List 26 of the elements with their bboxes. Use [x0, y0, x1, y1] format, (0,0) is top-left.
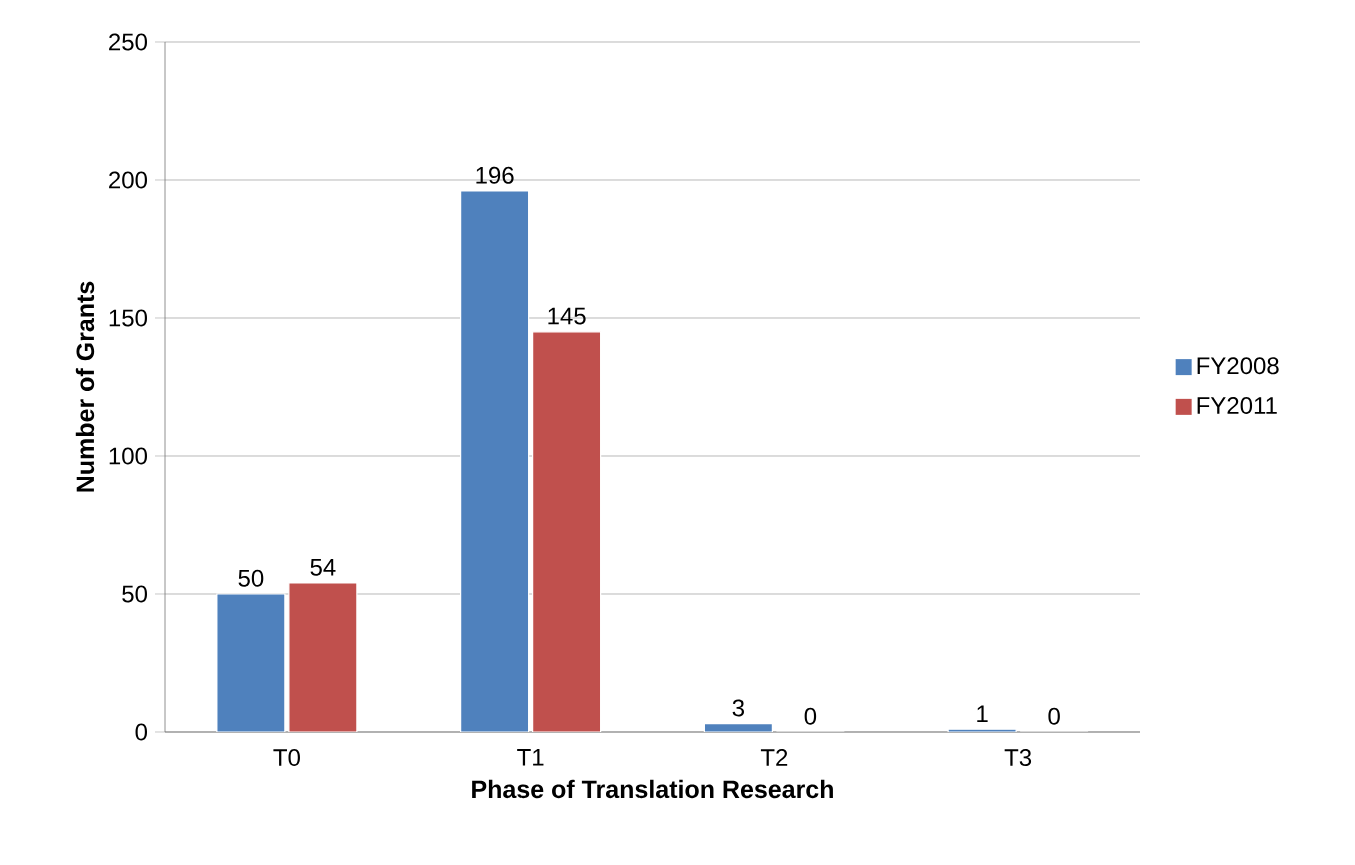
x-axis-title: Phase of Translation Research — [472, 779, 833, 799]
data-label: 0 — [804, 707, 817, 725]
data-label: 1 — [977, 705, 988, 722]
data-label: 0 — [1048, 707, 1060, 725]
bar — [288, 582, 358, 732]
legend-label: FY2008 — [1197, 357, 1279, 375]
data-label: 54 — [310, 558, 336, 576]
bar — [460, 190, 530, 732]
x-tick-label: T2 — [760, 749, 788, 766]
x-tick-label: T0 — [273, 749, 300, 767]
y-tick-label: 150 — [109, 309, 147, 327]
data-label: 50 — [238, 569, 264, 587]
x-tick-label: T1 — [517, 749, 544, 766]
data-label: 3 — [732, 699, 744, 717]
y-tick-label: 250 — [109, 33, 147, 51]
bar — [532, 331, 602, 732]
data-label: 145 — [548, 307, 586, 325]
data-label: 196 — [476, 166, 514, 184]
legend-label: FY2011 — [1197, 397, 1277, 414]
y-tick-label: 0 — [135, 723, 148, 741]
y-tick-label: 50 — [122, 585, 148, 603]
y-tick-label: 100 — [109, 447, 147, 465]
y-tick-label: 200 — [109, 171, 147, 189]
y-axis-title: Number of Grants — [75, 281, 95, 492]
x-tick-label: T3 — [1004, 749, 1032, 767]
bar — [216, 593, 286, 732]
